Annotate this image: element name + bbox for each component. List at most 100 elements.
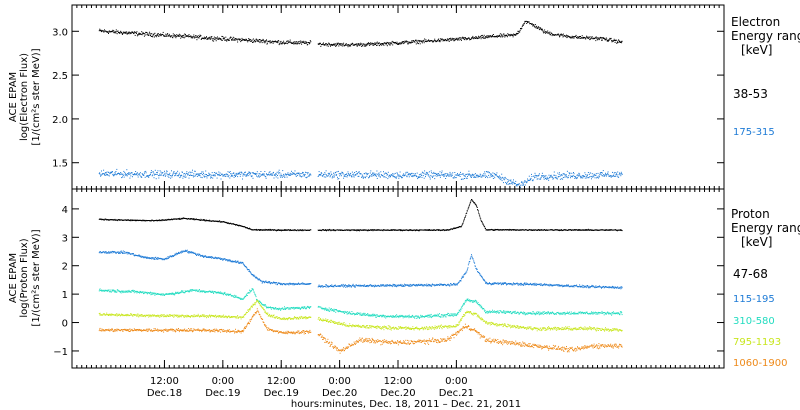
- proton-point: [351, 286, 352, 288]
- electron-point: [448, 173, 450, 175]
- electron-point: [125, 173, 127, 175]
- proton-point: [193, 218, 195, 220]
- electron-point: [386, 43, 387, 44]
- electron-point: [487, 177, 489, 179]
- electron-point: [333, 176, 335, 178]
- proton-point: [541, 284, 543, 286]
- proton-point: [392, 286, 394, 288]
- proton-point: [473, 261, 475, 263]
- electron-point: [252, 172, 254, 174]
- electron-point: [386, 45, 388, 47]
- electron-point: [474, 176, 476, 178]
- proton-point: [246, 267, 248, 269]
- proton-point: [339, 285, 341, 287]
- proton-point: [100, 251, 102, 253]
- electron-point: [617, 42, 619, 44]
- proton-point: [203, 255, 205, 257]
- electron-point: [309, 43, 310, 45]
- proton-point: [385, 284, 387, 286]
- proton-point: [544, 283, 546, 285]
- proton-point: [360, 285, 362, 287]
- electron-point: [158, 177, 160, 179]
- electron-point: [272, 42, 274, 44]
- proton-point: [298, 230, 300, 232]
- electron-point: [224, 39, 226, 41]
- electron-point: [549, 31, 551, 33]
- electron-ytick-label: 2.0: [52, 115, 68, 126]
- electron-point: [444, 40, 446, 42]
- electron-point: [206, 177, 208, 179]
- proton-point: [524, 284, 526, 286]
- electron-point: [347, 171, 349, 173]
- electron-point: [397, 44, 399, 45]
- proton-point: [270, 283, 271, 285]
- proton-point: [477, 210, 479, 211]
- electron-point: [204, 176, 206, 178]
- electron-point: [236, 173, 238, 175]
- proton-point: [520, 282, 521, 284]
- electron-point: [163, 34, 165, 36]
- electron-point: [308, 175, 310, 177]
- proton-point: [438, 230, 440, 231]
- proton-point: [174, 293, 176, 295]
- proton-point: [348, 229, 350, 231]
- proton-point: [403, 285, 405, 286]
- proton-point: [587, 229, 589, 231]
- electron-point: [220, 178, 222, 180]
- electron-point: [428, 40, 430, 42]
- electron-point: [414, 174, 416, 176]
- proton-point: [187, 252, 189, 254]
- proton-point: [346, 285, 348, 287]
- proton-point: [252, 274, 254, 276]
- electron-point: [107, 32, 109, 33]
- proton-point: [443, 284, 444, 286]
- electron-point: [453, 40, 455, 42]
- proton-point: [367, 286, 369, 288]
- proton-point: [310, 229, 312, 231]
- electron-point: [343, 42, 345, 44]
- proton-point: [142, 291, 144, 293]
- proton-point: [117, 251, 119, 253]
- proton-data-points: [98, 199, 623, 354]
- electron-point: [534, 177, 535, 179]
- electron-point: [598, 176, 600, 178]
- electron-point: [507, 180, 509, 182]
- electron-point: [501, 173, 503, 175]
- proton-point: [481, 276, 483, 278]
- electron-point: [591, 178, 592, 180]
- proton-point: [425, 285, 427, 287]
- electron-point: [433, 173, 435, 174]
- proton-point: [329, 286, 331, 287]
- electron-point: [170, 36, 172, 38]
- proton-point: [376, 229, 378, 231]
- proton-point: [589, 287, 591, 289]
- electron-point: [571, 37, 573, 39]
- proton-point: [391, 229, 393, 230]
- electron-point: [539, 27, 541, 29]
- proton-point: [341, 284, 343, 286]
- proton-point: [234, 224, 236, 225]
- proton-point: [146, 293, 148, 295]
- electron-point: [172, 37, 174, 39]
- electron-point: [558, 174, 560, 175]
- electron-point: [485, 171, 487, 172]
- electron-point: [463, 175, 465, 177]
- proton-point: [334, 284, 336, 286]
- electron-point: [295, 174, 297, 176]
- electron-point: [151, 175, 153, 177]
- electron-point: [545, 178, 546, 179]
- proton-point: [423, 285, 425, 287]
- proton-point: [252, 274, 253, 275]
- proton-point: [149, 292, 151, 294]
- proton-point: [337, 285, 339, 287]
- proton-point: [200, 218, 202, 220]
- proton-point: [449, 285, 451, 287]
- electron-point: [529, 179, 531, 181]
- electron-point: [354, 44, 356, 46]
- electron-point: [327, 175, 329, 177]
- proton-point: [199, 255, 201, 257]
- proton-point: [470, 257, 472, 259]
- electron-point: [360, 43, 362, 45]
- electron-point: [235, 38, 236, 40]
- electron-point: [430, 170, 432, 172]
